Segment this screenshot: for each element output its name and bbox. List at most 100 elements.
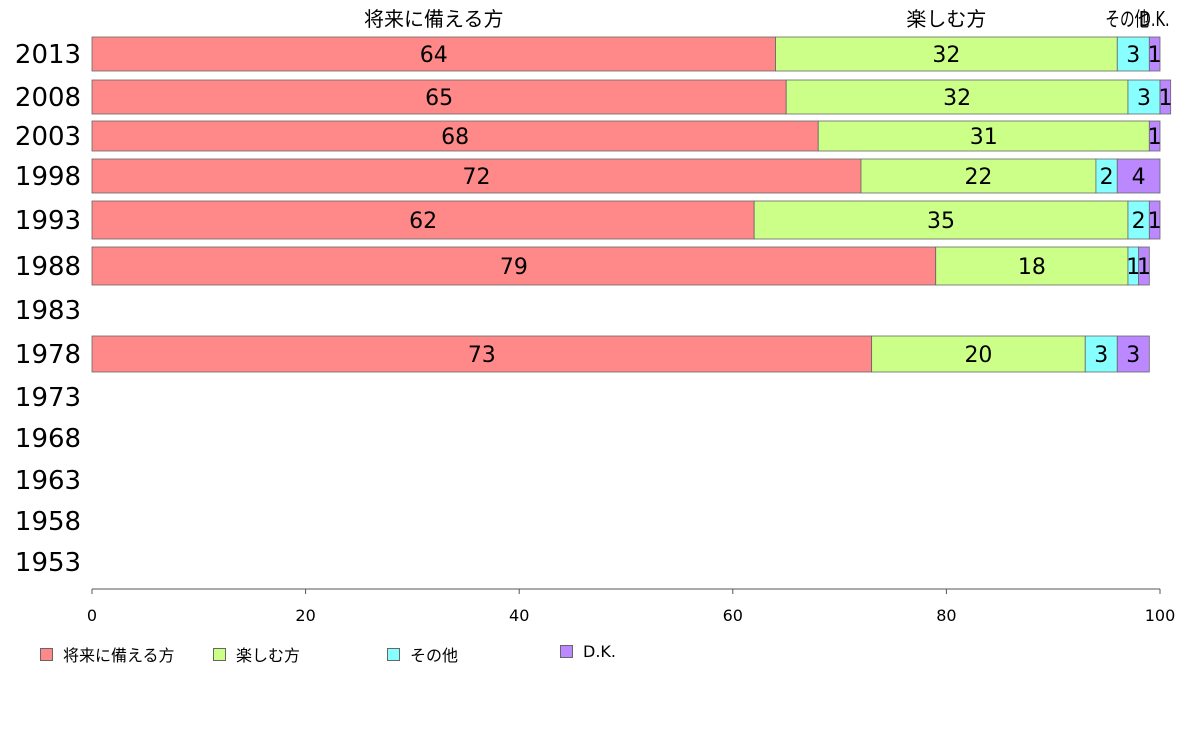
year-label: 1963 — [15, 466, 81, 496]
bar-segment — [1116, 36, 1150, 72]
year-label: 1988 — [15, 252, 81, 282]
top-label-3: D.K. — [1140, 7, 1170, 31]
bar-segment — [91, 36, 776, 72]
row-1968: 1968 — [15, 424, 81, 454]
segment-value-label: 65 — [425, 86, 453, 111]
row-1963: 1963 — [15, 466, 81, 496]
bar-segment — [1148, 120, 1161, 152]
segment-value-label: 35 — [927, 209, 955, 234]
segment-value-label: 1 — [1137, 255, 1151, 280]
year-label: 2008 — [15, 83, 81, 113]
bar-segment — [91, 335, 873, 373]
segment-value-label: 3 — [1094, 343, 1108, 368]
row-2013: 2013 64 32 3 1 — [15, 36, 1162, 72]
x-tick-label: 0 — [87, 606, 97, 625]
bar-segment — [1148, 36, 1161, 72]
segment-value-label: 79 — [500, 255, 528, 280]
segment-value-label: 72 — [462, 165, 490, 190]
year-label: 1998 — [15, 162, 81, 192]
row-1953: 1953 — [15, 548, 81, 578]
segment-value-label: 64 — [420, 43, 448, 68]
segment-value-label: 62 — [409, 209, 437, 234]
segment-value-label: 32 — [932, 43, 960, 68]
segment-value-label: 73 — [468, 343, 496, 368]
bar-segment — [1148, 200, 1161, 240]
x-tick-label: 60 — [723, 606, 743, 625]
segment-value-label: 32 — [943, 86, 971, 111]
bar-segment — [775, 36, 1118, 72]
legend-swatch — [560, 645, 573, 658]
year-label: 1993 — [15, 206, 81, 236]
year-label: 2013 — [15, 40, 81, 70]
year-label: 1973 — [15, 383, 81, 413]
bar-segment — [935, 246, 1129, 286]
bar-segment — [1116, 158, 1161, 194]
segment-value-label: 68 — [441, 125, 469, 150]
bar-segment — [753, 200, 1129, 240]
x-tick-label: 20 — [295, 606, 315, 625]
top-label-1: 楽しむ方 — [906, 7, 986, 31]
x-tick-label: 80 — [936, 606, 956, 625]
row-2008: 2008 65 32 3 1 — [15, 79, 1172, 115]
bar-segment — [91, 200, 755, 240]
row-1978: 1978 73 20 3 3 — [15, 335, 1150, 373]
year-label: 1968 — [15, 424, 81, 454]
row-1998: 1998 72 22 2 4 — [15, 158, 1161, 194]
legend-item: 楽しむ方 — [213, 642, 300, 666]
row-1973: 1973 — [15, 383, 81, 413]
segment-value-label: 1 — [1148, 209, 1162, 234]
segment-value-label: 1 — [1148, 125, 1162, 150]
segment-value-label: 3 — [1126, 343, 1140, 368]
bar-segment — [817, 120, 1150, 152]
legend-label: D.K. — [583, 642, 616, 661]
legend-label: その他 — [410, 646, 459, 665]
year-label: 1953 — [15, 548, 81, 578]
row-1988: 1988 79 18 11 — [15, 246, 1151, 286]
legend-swatch — [213, 647, 226, 661]
year-label: 1978 — [15, 340, 81, 370]
bar-segment — [1138, 246, 1150, 286]
segment-value-label: 1 — [1126, 255, 1140, 280]
segment-value-label: 20 — [964, 343, 992, 368]
top-label-0: 将来に備える方 — [364, 7, 503, 31]
segment-value-label: 4 — [1132, 165, 1146, 190]
bar-segment — [1084, 335, 1118, 373]
segment-value-label: 3 — [1126, 43, 1140, 68]
year-label: 1983 — [15, 296, 81, 326]
segment-value-label: 2 — [1132, 209, 1146, 234]
segment-value-label: 3 — [1137, 86, 1151, 111]
row-2003: 2003 68 31 1 — [15, 120, 1162, 152]
bar-segment — [91, 246, 937, 286]
row-1983: 1983 — [15, 296, 81, 326]
legend-label: 楽しむ方 — [236, 646, 301, 665]
segment-value-label: 1 — [1158, 86, 1172, 111]
bar-segment — [785, 79, 1129, 115]
legend-item: 将来に備える方 — [40, 642, 175, 666]
legend-item: D.K. — [560, 642, 616, 661]
legend-label: 将来に備える方 — [63, 646, 175, 665]
x-tick-label: 100 — [1145, 606, 1176, 625]
bar-segment — [1159, 79, 1172, 115]
year-label: 1958 — [15, 507, 81, 537]
segment-value-label: 2 — [1100, 165, 1114, 190]
x-axis: 0 20 40 60 80 100 — [87, 588, 1176, 625]
row-1958: 1958 — [15, 507, 81, 537]
segment-value-label: 1 — [1148, 43, 1162, 68]
bar-segment — [91, 120, 819, 152]
legend-item: その他 — [387, 642, 458, 666]
segment-value-label: 31 — [970, 125, 998, 150]
bar-segment — [1116, 335, 1150, 373]
year-label: 2003 — [15, 122, 81, 152]
segment-value-label: 22 — [964, 165, 992, 190]
row-1993: 1993 62 35 2 1 — [15, 200, 1162, 240]
top-label-2: その他 — [1105, 7, 1149, 31]
segment-value-label: 18 — [1018, 255, 1046, 280]
bar-segment — [91, 79, 787, 115]
bar-segment — [1127, 79, 1161, 115]
legend-swatch — [387, 647, 400, 661]
legend-swatch — [40, 647, 53, 661]
x-tick-label: 40 — [509, 606, 529, 625]
